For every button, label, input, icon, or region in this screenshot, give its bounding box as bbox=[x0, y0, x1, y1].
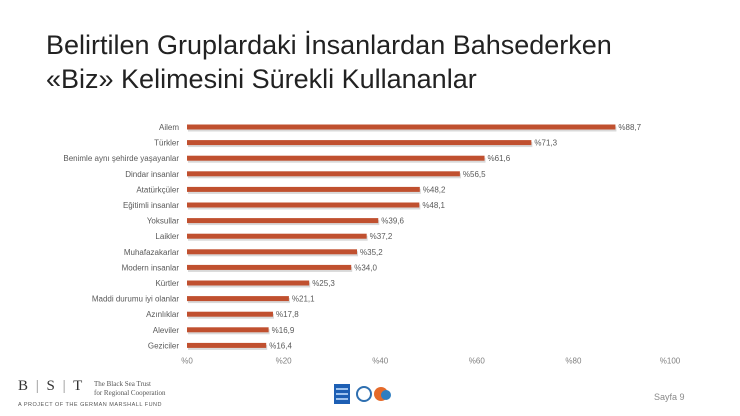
bar bbox=[187, 155, 485, 161]
title-line-2: «Biz» Kelimesini Sürekli Kullananlar bbox=[46, 64, 477, 94]
logo-separator: | bbox=[30, 378, 47, 394]
x-tick-label: %0 bbox=[181, 356, 193, 365]
bar bbox=[187, 327, 269, 333]
bar bbox=[187, 218, 379, 224]
category-label: Azınlıklar bbox=[146, 310, 179, 319]
data-label: %56,5 bbox=[463, 170, 486, 179]
x-tick-label: %100 bbox=[660, 356, 681, 365]
bar bbox=[187, 342, 267, 348]
bar bbox=[187, 233, 367, 239]
bar bbox=[187, 186, 420, 192]
partner-logo-icon-2 bbox=[356, 386, 372, 402]
data-label: %48,1 bbox=[422, 201, 445, 210]
data-label: %35,2 bbox=[360, 248, 383, 257]
data-label: %88,7 bbox=[618, 123, 641, 132]
category-label: Benimle aynı şehirde yaşayanlar bbox=[63, 154, 179, 163]
category-label: Geziciler bbox=[148, 341, 179, 350]
org-name-line-1: The Black Sea Trust bbox=[94, 380, 151, 388]
category-label: Atatürkçüler bbox=[136, 185, 179, 194]
category-label: Modern insanlar bbox=[122, 263, 180, 272]
project-line: A PROJECT OF THE GERMAN MARSHALL FUND bbox=[18, 402, 163, 408]
category-label: Türkler bbox=[154, 139, 179, 148]
bar bbox=[187, 249, 358, 255]
org-name-line-2: for Regional Cooperation bbox=[94, 389, 166, 397]
data-label: %16,4 bbox=[269, 341, 292, 350]
logo-separator: | bbox=[56, 378, 74, 394]
bar bbox=[187, 140, 532, 146]
bst-logo: B | S | T The Black Sea Trust for Region… bbox=[18, 378, 238, 412]
partner-logo-icon-1 bbox=[334, 384, 350, 404]
bar bbox=[187, 280, 310, 286]
data-label: %37,2 bbox=[370, 232, 393, 241]
partner-logo-icon-3-accent bbox=[381, 390, 391, 400]
bar bbox=[187, 124, 616, 130]
bar bbox=[187, 296, 289, 302]
category-label: Aleviler bbox=[153, 326, 180, 335]
category-label: Kürtler bbox=[155, 279, 179, 288]
page-number: Sayfa 9 bbox=[654, 392, 685, 402]
category-label: Maddi durumu iyi olanlar bbox=[92, 295, 179, 304]
bar bbox=[187, 202, 420, 208]
category-label: Eğitimli insanlar bbox=[123, 201, 179, 210]
bst-letters: B | S | T bbox=[18, 378, 84, 395]
page-title: Belirtilen Gruplardaki İnsanlardan Bahse… bbox=[46, 28, 706, 96]
category-label: Laikler bbox=[155, 232, 179, 241]
bst-letter-t: T bbox=[73, 378, 85, 394]
data-label: %25,3 bbox=[312, 279, 335, 288]
bar bbox=[187, 171, 460, 177]
category-label: Dindar insanlar bbox=[125, 170, 179, 179]
data-label: %21,1 bbox=[292, 295, 315, 304]
bst-letter-s: S bbox=[46, 378, 57, 394]
x-tick-label: %60 bbox=[469, 356, 486, 365]
bst-letter-b: B bbox=[18, 378, 31, 394]
category-label: Ailem bbox=[159, 123, 179, 132]
data-label: %17,8 bbox=[276, 310, 299, 319]
bar bbox=[187, 264, 352, 270]
bar bbox=[187, 311, 273, 317]
data-label: %61,6 bbox=[488, 154, 511, 163]
data-label: %48,2 bbox=[423, 185, 446, 194]
partner-logos bbox=[334, 384, 400, 404]
data-label: %39,6 bbox=[381, 217, 404, 226]
x-tick-label: %40 bbox=[372, 356, 389, 365]
title-line-1: Belirtilen Gruplardaki İnsanlardan Bahse… bbox=[46, 30, 612, 60]
bar-chart: Ailem %88,7 Türkler %71,3 Benimle aynı şehir… bbox=[63, 123, 681, 365]
data-label: %16,9 bbox=[272, 326, 295, 335]
x-tick-label: %20 bbox=[276, 356, 293, 365]
category-label: Muhafazakarlar bbox=[124, 248, 179, 257]
x-tick-label: %80 bbox=[565, 356, 582, 365]
category-label: Yoksullar bbox=[147, 217, 180, 226]
data-label: %34,0 bbox=[354, 263, 377, 272]
data-label: %71,3 bbox=[534, 139, 557, 148]
